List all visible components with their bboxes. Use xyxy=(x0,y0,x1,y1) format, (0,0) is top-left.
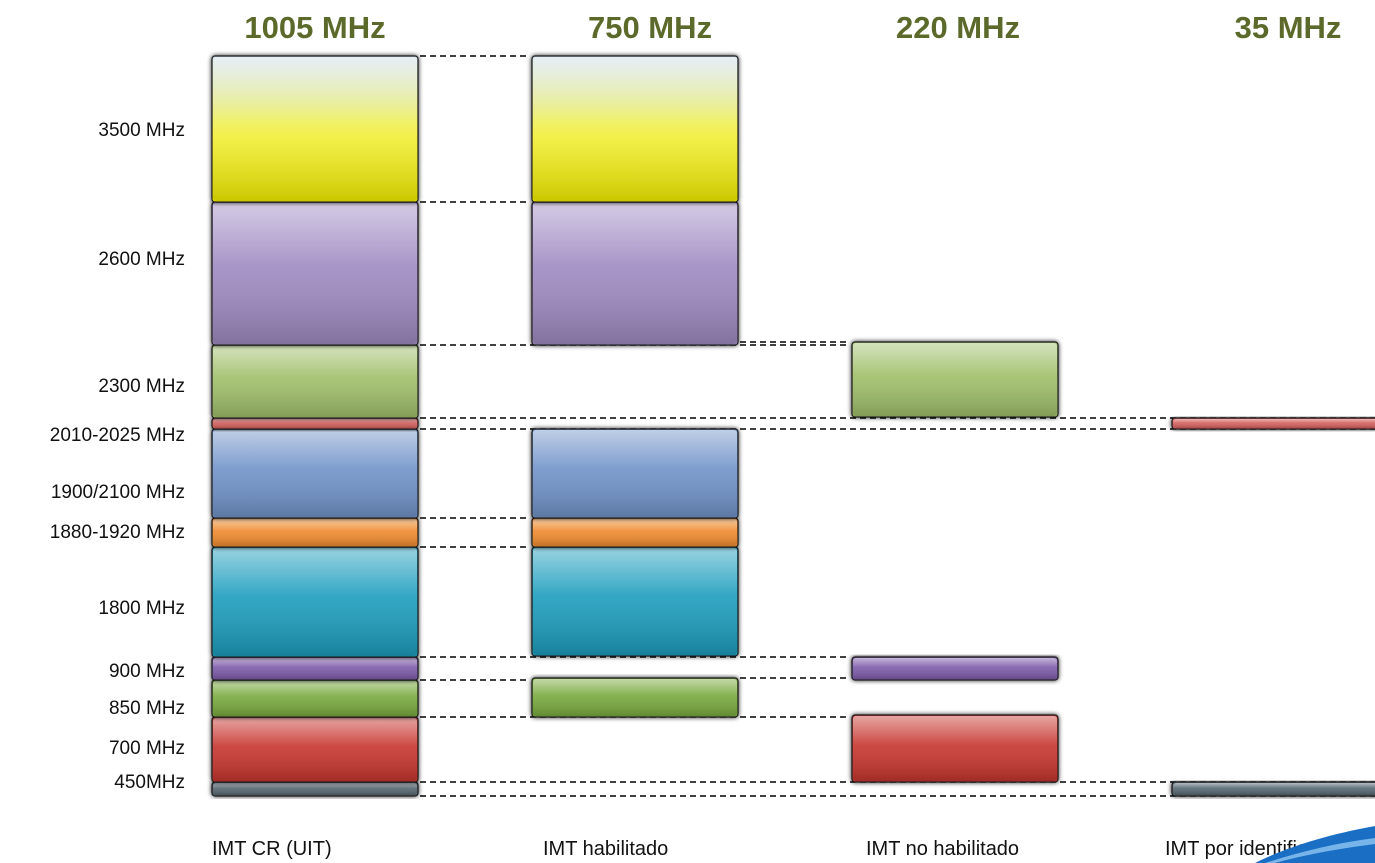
bar-shine xyxy=(533,57,737,201)
bar-cr-1900 xyxy=(211,428,419,519)
band-label-1900: 1900/2100 MHz xyxy=(51,482,185,503)
bar-cr-2300 xyxy=(211,344,419,419)
bar-habilitado-3500 xyxy=(531,55,739,203)
bar-cr-1800 xyxy=(211,546,419,658)
column-total-cr: 1005 MHz xyxy=(244,10,385,45)
bar-no_habilitado-700 xyxy=(851,714,1059,783)
column-total-por_identificar: 35 MHz xyxy=(1235,10,1342,45)
bar-shine xyxy=(213,419,417,428)
bar-no_habilitado-900 xyxy=(851,656,1059,681)
bar-cr-3500 xyxy=(211,55,419,203)
band-label-900: 900 MHz xyxy=(109,661,185,682)
bar-shine xyxy=(853,716,1057,781)
bar-shine xyxy=(213,658,417,679)
band-label-850: 850 MHz xyxy=(109,698,185,719)
column-label-cr: IMT CR (UIT) xyxy=(212,838,332,860)
bar-habilitado-1880 xyxy=(531,517,739,548)
band-label-450: 450MHz xyxy=(114,772,185,793)
bar-cr-700 xyxy=(211,716,419,783)
band-label-3500: 3500 MHz xyxy=(98,120,185,141)
bar-cr-850 xyxy=(211,679,419,718)
bar-cr-450 xyxy=(211,781,419,797)
band-label-2010: 2010-2025 MHz xyxy=(50,425,185,446)
bar-shine xyxy=(213,203,417,344)
bar-shine xyxy=(1173,419,1375,428)
column-total-habilitado: 750 MHz xyxy=(588,10,712,45)
band-label-700: 700 MHz xyxy=(109,738,185,759)
bar-habilitado-850 xyxy=(531,677,739,718)
bar-por_identificar-2010 xyxy=(1171,417,1375,430)
bar-cr-1880 xyxy=(211,517,419,548)
column-total-no_habilitado: 220 MHz xyxy=(896,10,1020,45)
bar-shine xyxy=(213,783,417,795)
bar-no_habilitado-2300 xyxy=(851,341,1059,418)
bar-habilitado-1900 xyxy=(531,428,739,519)
bar-shine xyxy=(533,548,737,655)
bar-shine xyxy=(1173,783,1375,795)
bar-habilitado-2600 xyxy=(531,201,739,346)
bar-shine xyxy=(533,679,737,716)
bar-shine xyxy=(213,57,417,201)
bar-shine xyxy=(213,519,417,546)
band-label-1800: 1800 MHz xyxy=(98,598,185,619)
band-label-1880: 1880-1920 MHz xyxy=(50,522,185,543)
bar-shine xyxy=(853,658,1057,679)
bar-shine xyxy=(213,346,417,417)
bar-shine xyxy=(213,718,417,781)
bar-cr-2010 xyxy=(211,417,419,430)
bar-cr-900 xyxy=(211,656,419,681)
bar-habilitado-1800 xyxy=(531,546,739,657)
bar-cr-2600 xyxy=(211,201,419,346)
bar-shine xyxy=(533,430,737,517)
band-label-2600: 2600 MHz xyxy=(98,249,185,270)
corner-decoration xyxy=(1255,826,1375,863)
bar-shine xyxy=(213,681,417,716)
bar-por_identificar-450 xyxy=(1171,781,1375,797)
bar-shine xyxy=(213,430,417,517)
bar-shine xyxy=(533,203,737,344)
bar-shine xyxy=(853,343,1057,416)
bar-shine xyxy=(213,548,417,656)
column-label-no_habilitado: IMT no habilitado xyxy=(866,838,1019,860)
bar-shine xyxy=(533,519,737,546)
column-label-habilitado: IMT habilitado xyxy=(543,838,668,860)
band-label-2300: 2300 MHz xyxy=(98,376,185,397)
